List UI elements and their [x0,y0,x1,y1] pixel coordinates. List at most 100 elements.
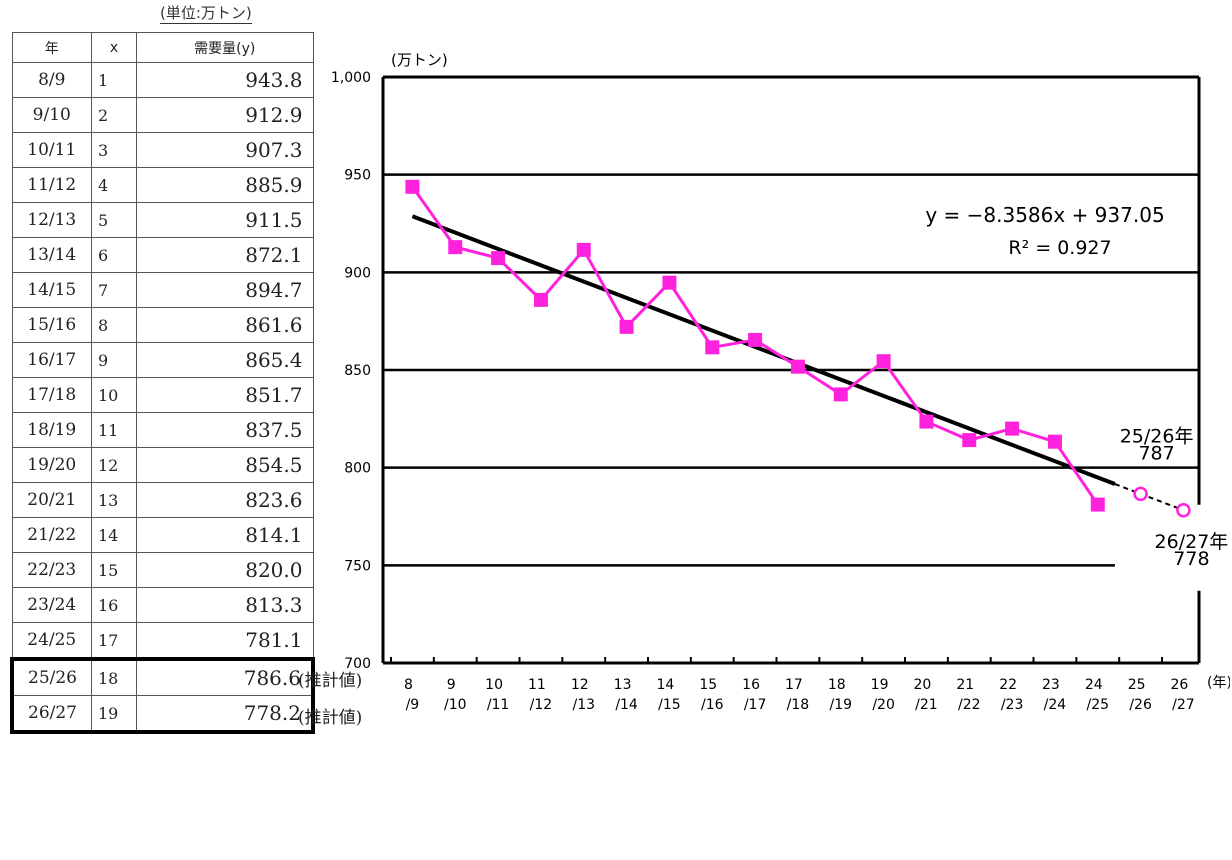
data-point [619,319,634,334]
year-cell: 16/17 [11,342,92,378]
x-tick-label: 16 [742,677,760,693]
annotation-bg [1146,532,1230,573]
data-point [491,251,506,266]
year-cell: 25/26 [10,657,92,696]
demand-cell: 911.5 [136,202,314,238]
y-tick-label: 850 [344,363,371,379]
y-tick-label: 900 [344,265,371,281]
demand-cell: 865.4 [136,342,314,378]
x-tick-label: /10 [444,697,467,713]
table-row: 26/27 19 778.2 [10,695,315,734]
header-year: 年 [11,32,92,63]
data-point [533,292,548,307]
demand-cell: 781.1 [136,622,314,660]
data-point [705,340,720,355]
x-tick-label: /22 [958,697,981,713]
table-row: 23/24 16 813.3 [11,587,314,623]
y-tick-label: 800 [344,461,371,477]
x-tick-label: /23 [1001,697,1024,713]
demand-cell: 943.8 [136,62,314,98]
demand-cell: 885.9 [136,167,314,203]
table-row: 16/17 9 865.4 [11,342,314,378]
x-cell: 4 [91,167,137,203]
data-point [1090,497,1105,512]
x-cell: 17 [91,622,137,660]
table-row: 22/23 15 820.0 [11,552,314,588]
x-tick-label: 15 [699,677,717,693]
table-row: 14/15 7 894.7 [11,272,314,308]
x-cell: 9 [91,342,137,378]
x-tick-label: 25 [1128,677,1146,693]
data-point [876,354,891,369]
x-cell: 1 [91,62,137,98]
demand-table: 年 x 需要量(y) 8/9 1 943.8 9/10 2 912.9 10/11 3 907.… [10,32,315,734]
year-cell: 14/15 [11,272,92,308]
x-tick-label: 19 [871,677,889,693]
trend-equation: y = −8.3586x + 937.05 [925,203,1164,227]
x-tick-label: 23 [1042,677,1060,693]
x-tick-label: /19 [829,697,852,713]
table-row: 15/16 8 861.6 [11,307,314,343]
demand-cell: 820.0 [136,552,314,588]
table-row: 25/26 18 786.6 [10,657,315,696]
x-axis-label: (年) [1207,675,1230,691]
x-tick-label: /14 [615,697,638,713]
data-point [790,359,805,374]
table-header-row: 年 x 需要量(y) [11,32,314,63]
x-tick-label: /9 [406,697,420,713]
year-cell: 22/23 [11,552,92,588]
x-tick-label: /27 [1172,697,1195,713]
table-row: 8/9 1 943.8 [11,62,314,98]
table-row: 11/12 4 885.9 [11,167,314,203]
demand-cell: 851.7 [136,377,314,413]
year-cell: 17/18 [11,377,92,413]
data-point [405,179,420,194]
table-row: 10/11 3 907.3 [11,132,314,168]
demand-cell: 813.3 [136,587,314,623]
demand-cell: 861.6 [136,307,314,343]
x-tick-label: 21 [956,677,974,693]
y-axis-label: (万トン) [391,51,448,69]
data-point [962,433,977,448]
table-row: 21/22 14 814.1 [11,517,314,553]
year-cell: 26/27 [10,695,92,734]
x-cell: 18 [91,657,137,696]
data-point [748,332,763,347]
x-tick-label: /21 [915,697,938,713]
r-squared: R² = 0.927 [1008,237,1111,259]
annotation-value: 787 [1138,442,1174,464]
estimate-point [1133,486,1148,502]
table-row: 12/13 5 911.5 [11,202,314,238]
year-cell: 11/12 [11,167,92,203]
x-tick-label: 12 [571,677,589,693]
x-tick-label: /20 [872,697,895,713]
trendline-projection [1114,483,1184,512]
data-point [662,275,677,290]
year-cell: 18/19 [11,412,92,448]
demand-cell: 823.6 [136,482,314,518]
x-cell: 16 [91,587,137,623]
x-cell: 12 [91,447,137,483]
x-tick-label: /17 [744,697,767,713]
demand-cell: 814.1 [136,517,314,553]
year-cell: 13/14 [11,237,92,273]
year-cell: 24/25 [11,622,92,660]
x-tick-label: /16 [701,697,724,713]
x-cell: 14 [91,517,137,553]
table-row: 13/14 6 872.1 [11,237,314,273]
data-point [576,242,591,257]
year-cell: 15/16 [11,307,92,343]
x-tick-label: /11 [487,697,510,713]
header-demand: 需要量(y) [136,32,314,63]
demand-cell: 907.3 [136,132,314,168]
table-row: 17/18 10 851.7 [11,377,314,413]
table-body: 8/9 1 943.8 9/10 2 912.9 10/11 3 907.3 11/12 4 885.… [10,62,315,734]
x-tick-label: 11 [528,677,546,693]
estimate-note: (推計値) [298,671,363,692]
year-cell: 12/13 [11,202,92,238]
x-tick-label: /12 [530,697,553,713]
x-tick-label: /13 [572,697,595,713]
table-row: 20/21 13 823.6 [11,482,314,518]
x-tick-label: 22 [999,677,1017,693]
y-tick-label: 700 [344,656,371,672]
